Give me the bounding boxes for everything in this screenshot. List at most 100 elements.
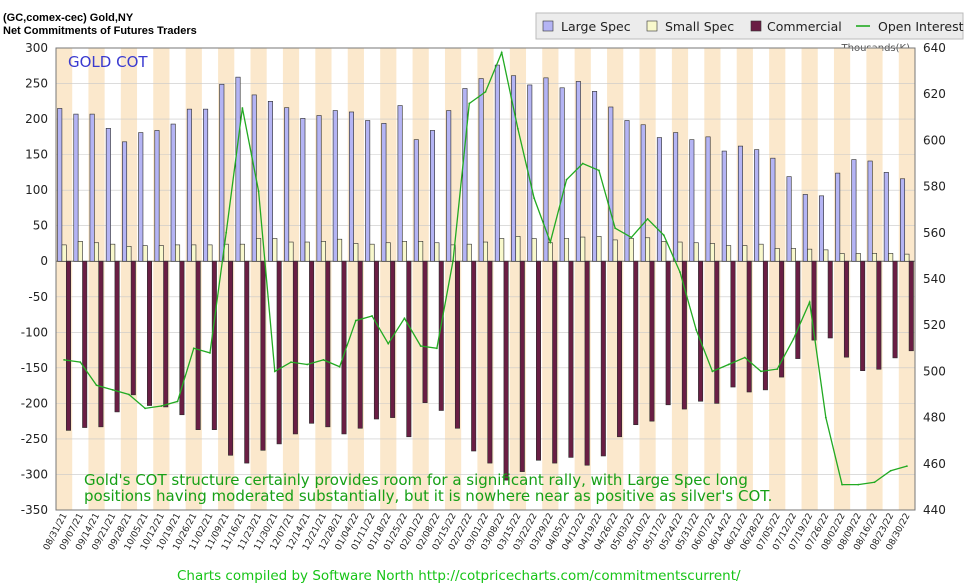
open-interest-point <box>549 241 552 243</box>
open-interest-point <box>873 481 876 484</box>
chart-title-line1: (GC,comex-cec) Gold,NY <box>3 12 134 24</box>
bar-small-spec <box>466 243 472 262</box>
y-tick-label: 150 <box>25 148 48 162</box>
bar-large-spec <box>592 91 598 262</box>
bar-commercial <box>147 260 153 406</box>
y-tick-label: 300 <box>25 41 48 55</box>
bar-small-spec <box>758 243 764 262</box>
bar-large-spec <box>818 195 824 262</box>
bar-large-spec <box>170 123 176 262</box>
bar-large-spec <box>527 84 533 262</box>
bar-commercial <box>649 260 655 422</box>
open-interest-point <box>727 363 730 366</box>
bar-large-spec <box>737 145 743 262</box>
chart-title-line2: Net Commitments of Futures Traders <box>3 25 197 37</box>
open-interest-point <box>760 370 762 373</box>
bar-commercial <box>260 260 266 451</box>
bar-small-spec <box>353 243 359 262</box>
bar-small-spec <box>483 241 488 262</box>
y-tick-label: -100 <box>21 325 48 339</box>
bar-large-spec <box>559 87 565 262</box>
bar-commercial <box>244 260 250 464</box>
y2-tick-label: 520 <box>923 318 946 332</box>
bar-large-spec <box>219 83 225 262</box>
bar-commercial <box>114 260 120 413</box>
bar-large-spec <box>575 81 581 262</box>
bar-commercial <box>228 260 234 456</box>
open-interest-point <box>906 465 908 468</box>
bar-large-spec <box>624 120 630 262</box>
bar-small-spec <box>142 245 148 262</box>
bar-commercial <box>633 260 639 426</box>
bar-small-spec <box>645 237 651 262</box>
bar-large-spec <box>57 108 63 262</box>
background-band <box>898 48 915 510</box>
bar-commercial <box>730 260 736 388</box>
bar-commercial <box>892 260 898 359</box>
open-interest-point <box>646 218 649 220</box>
open-interest-point <box>452 259 454 262</box>
y-axis-left: 300 250 200 150 100 50 0 -50 -100 -150 -200 -250 -30… <box>21 41 48 517</box>
bar-commercial <box>843 260 849 358</box>
y2-tick-label: 640 <box>923 41 946 55</box>
bar-commercial <box>98 260 104 428</box>
bar-small-spec <box>158 245 164 262</box>
legend-label-large-spec: Large Spec <box>561 19 631 34</box>
bar-commercial <box>373 260 379 420</box>
bar-large-spec <box>73 113 79 262</box>
open-interest-point <box>565 178 568 181</box>
bar-small-spec <box>871 253 877 262</box>
bar-small-spec <box>337 238 343 262</box>
y-tick-label: -300 <box>21 467 48 481</box>
open-interest-point <box>371 315 373 317</box>
bar-commercial <box>811 260 817 341</box>
bar-commercial <box>552 260 558 464</box>
bar-small-spec <box>839 253 845 262</box>
bar-commercial <box>519 260 525 472</box>
bar-large-spec <box>640 124 646 262</box>
bar-large-spec <box>802 194 808 262</box>
open-interest-point <box>630 236 633 239</box>
open-interest-point <box>533 197 536 200</box>
bar-commercial <box>860 260 866 371</box>
bar-commercial <box>454 260 460 429</box>
bar-small-spec <box>499 238 505 262</box>
bar-large-spec <box>786 176 792 262</box>
bar-commercial <box>130 260 136 396</box>
bar-small-spec <box>855 253 861 262</box>
bar-small-spec <box>175 244 181 262</box>
y-tick-label: 50 <box>33 219 48 233</box>
bar-small-spec <box>904 253 910 262</box>
y-tick-label: 200 <box>25 112 48 126</box>
annotation-line1: Gold's COT structure certainly provides … <box>84 471 748 489</box>
bar-large-spec <box>754 149 760 262</box>
open-interest-point <box>290 361 292 364</box>
bar-commercial <box>714 260 720 404</box>
bar-commercial <box>292 260 298 435</box>
bar-large-spec <box>203 108 209 262</box>
plot-frame <box>55 47 916 511</box>
bar-small-spec <box>418 241 424 262</box>
bar-commercial <box>698 260 704 402</box>
bar-commercial <box>341 260 347 435</box>
bar-large-spec <box>446 110 452 262</box>
open-interest-point <box>841 483 843 486</box>
bar-small-spec <box>888 253 894 262</box>
bar-commercial <box>276 260 282 445</box>
bar-small-spec <box>77 241 83 262</box>
open-interest-point <box>614 227 617 230</box>
bar-commercial <box>600 260 606 457</box>
open-interest-point <box>241 107 244 109</box>
bar-large-spec <box>300 118 306 262</box>
bar-commercial <box>584 260 590 466</box>
bar-small-spec <box>564 238 570 262</box>
bar-commercial <box>746 260 752 393</box>
bar-large-spec <box>705 136 711 262</box>
bar-large-spec <box>494 64 500 262</box>
bar-small-spec <box>531 238 537 262</box>
bar-small-spec <box>256 238 262 262</box>
open-interest-point <box>468 102 471 105</box>
bar-large-spec <box>284 107 290 262</box>
bar-large-spec <box>851 159 857 262</box>
